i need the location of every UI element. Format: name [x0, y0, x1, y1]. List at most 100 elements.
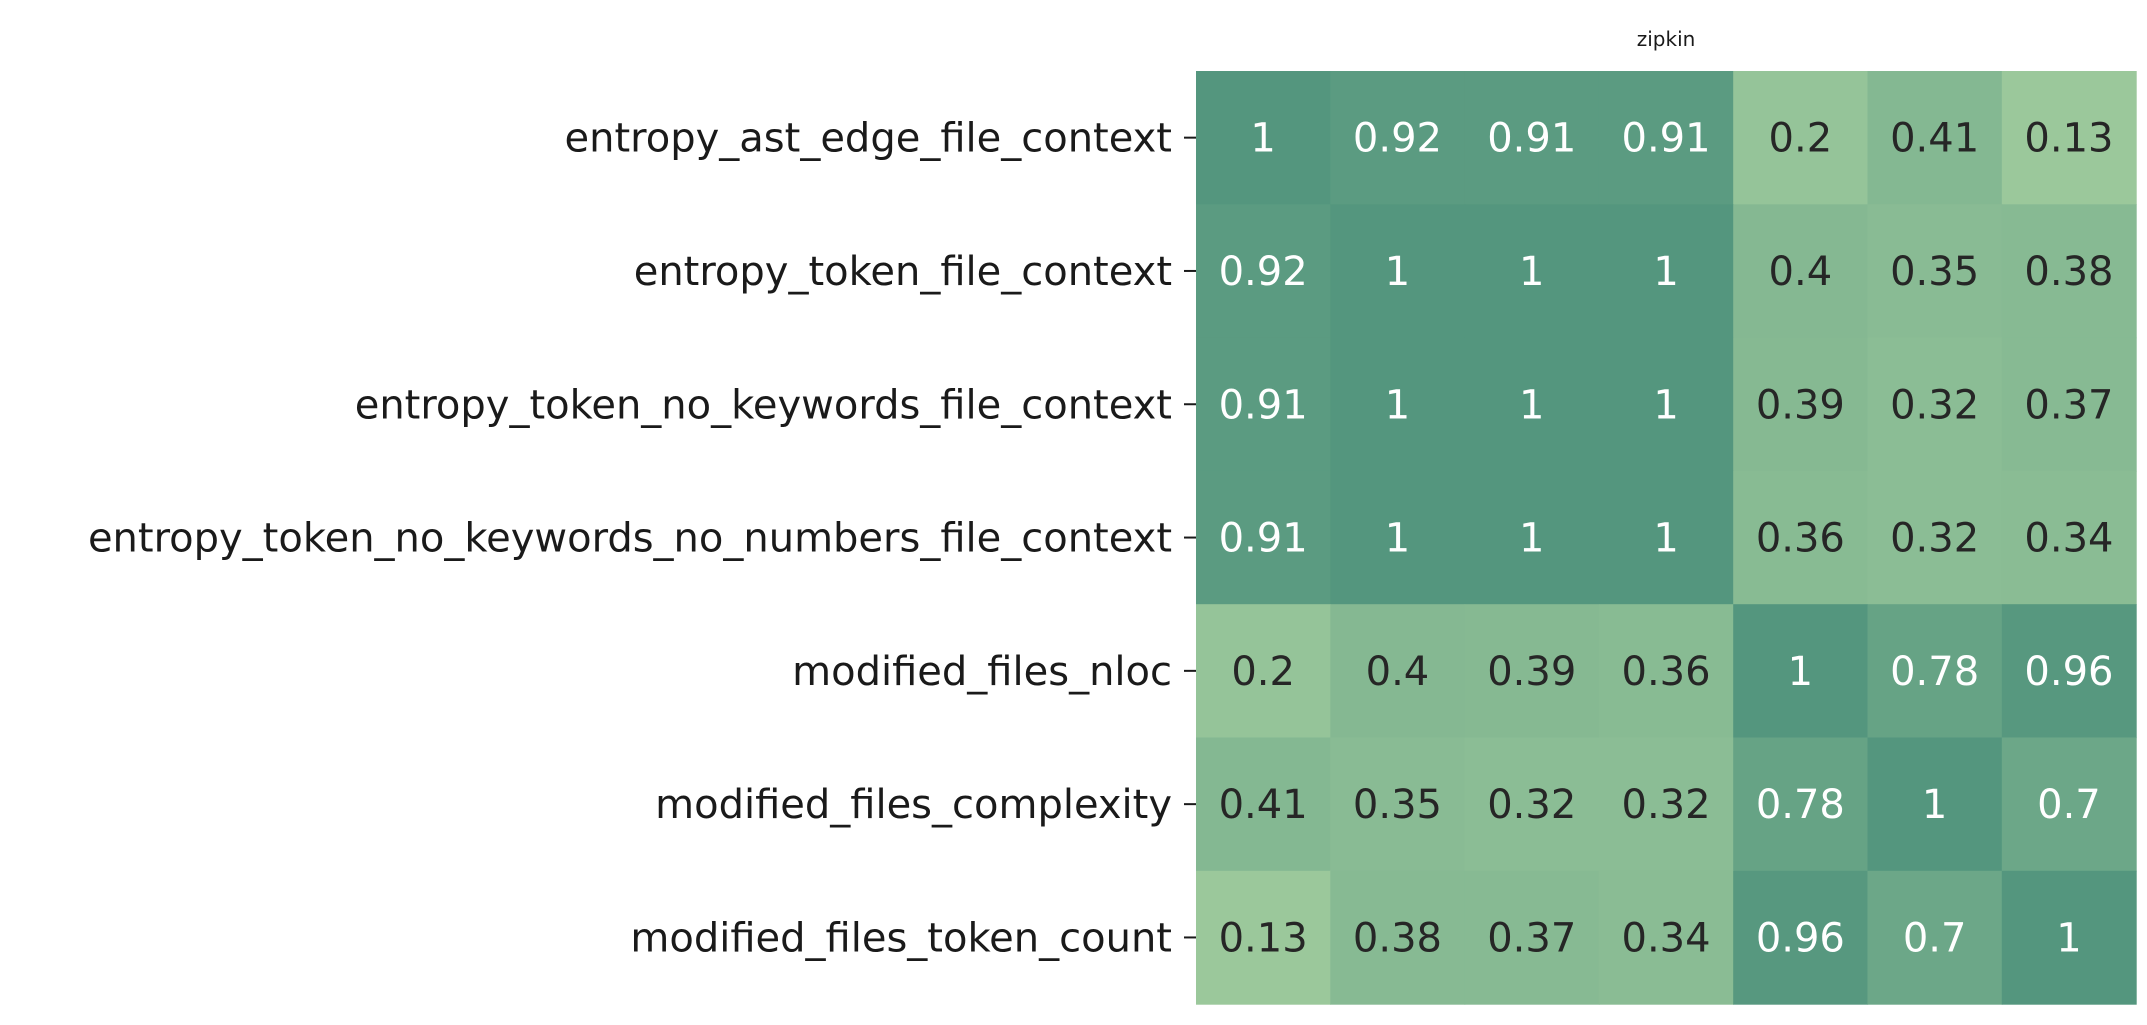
heatmap-cell-r4-c5	[1867, 604, 2003, 739]
heatmap-cell-label-r5-c2: 0.32	[1487, 782, 1576, 828]
heatmap-cell-r2-c2	[1464, 337, 1600, 472]
heatmap-cell-label-r4-c2: 0.39	[1487, 649, 1576, 695]
heatmap-cell-r5-c1	[1330, 737, 1466, 872]
heatmap-cell-r3-c3	[1598, 470, 1734, 605]
heatmap-cell-label-r4-c1: 0.4	[1366, 649, 1430, 695]
heatmap-cell-label-r4-c5: 0.78	[1890, 649, 1979, 695]
heatmap-cell-label-r1-c4: 0.4	[1769, 249, 1833, 295]
heatmap-cell-r3-c5	[1867, 470, 2003, 605]
y-tick-label-5: modified_files_complexity	[655, 782, 1172, 828]
heatmap-cell-label-r0-c4: 0.2	[1769, 116, 1833, 162]
chart-title: zipkin	[1637, 27, 1696, 51]
heatmap-cell-r2-c0	[1196, 337, 1331, 472]
heatmap-cell-label-r3-c2: 1	[1519, 516, 1544, 562]
heatmap-cell-r5-c4	[1733, 737, 1869, 872]
heatmap-cell-r4-c0	[1196, 604, 1331, 739]
heatmap-cell-labels: 1 0.92 0.91 0.91 0.2 0.41 0.130.92 1 1 1 0.4 0.35 0.…	[1219, 116, 2114, 962]
heatmap-cell-label-r5-c1: 0.35	[1353, 782, 1442, 828]
heatmap-cell-r6-c2	[1464, 870, 1600, 1005]
heatmap-cell-label-r6-c0: 0.13	[1219, 915, 1308, 961]
heatmap-cell-label-r6-c2: 0.37	[1487, 915, 1576, 961]
y-tick-label-1: entropy_token_file_context	[634, 249, 1172, 295]
heatmap-cell-label-r0-c2: 0.91	[1487, 116, 1576, 162]
heatmap-cell-label-r4-c4: 1	[1788, 649, 1813, 695]
heatmap-cell-r0-c5	[1867, 71, 2003, 205]
heatmap-cell-label-r4-c0: 0.2	[1231, 649, 1295, 695]
heatmap-cell-r6-c6	[2001, 870, 2137, 1005]
heatmap-cell-r4-c4	[1733, 604, 1869, 739]
heatmap-cell-label-r0-c5: 0.41	[1890, 116, 1979, 162]
heatmap-cell-r6-c4	[1733, 870, 1869, 1005]
heatmap-cell-r1-c5	[1867, 204, 2003, 339]
heatmap-cell-r2-c6	[2001, 337, 2137, 472]
heatmap-cell-r6-c1	[1330, 870, 1466, 1005]
heatmap-cell-r6-c5	[1867, 870, 2003, 1005]
heatmap-cell-label-r5-c6: 0.7	[2037, 782, 2101, 828]
heatmap-cell-r3-c6	[2001, 470, 2137, 605]
heatmap-cell-r5-c0	[1196, 737, 1331, 872]
heatmap-cell-r4-c6	[2001, 604, 2137, 739]
heatmap-cells	[1196, 71, 2137, 1005]
y-tick-label-3: entropy_token_no_keywords_no_numbers_fil…	[88, 516, 1172, 562]
heatmap-cell-label-r3-c6: 0.34	[2024, 516, 2113, 562]
heatmap-cell-r1-c2	[1464, 204, 1600, 339]
heatmap-cell-label-r2-c2: 1	[1519, 382, 1544, 428]
y-axis-ticks	[1184, 136, 1196, 939]
heatmap-cell-r3-c4	[1733, 470, 1869, 605]
heatmap-cell-r6-c0	[1196, 870, 1331, 1005]
heatmap-cell-label-r1-c5: 0.35	[1890, 249, 1979, 295]
heatmap-cell-label-r2-c5: 0.32	[1890, 382, 1979, 428]
heatmap-cell-r5-c3	[1598, 737, 1734, 872]
heatmap-cell-r5-c6	[2001, 737, 2137, 872]
heatmap-cell-label-r6-c4: 0.96	[1756, 915, 1845, 961]
heatmap-cell-label-r5-c0: 0.41	[1219, 782, 1308, 828]
heatmap-cell-label-r2-c0: 0.91	[1219, 382, 1308, 428]
y-axis-tick-labels: entropy_ast_edge_file_context entropy_tok…	[88, 116, 1172, 962]
heatmap-cell-label-r1-c3: 1	[1653, 249, 1678, 295]
heatmap-cell-r4-c2	[1464, 604, 1600, 739]
heatmap-cell-r2-c5	[1867, 337, 2003, 472]
heatmap-cell-r0-c0	[1196, 71, 1331, 205]
heatmap-cell-r1-c1	[1330, 204, 1466, 339]
heatmap-cell-label-r2-c6: 0.37	[2024, 382, 2113, 428]
heatmap-cell-label-r6-c3: 0.34	[1622, 915, 1711, 961]
heatmap-cell-label-r0-c0: 1	[1250, 116, 1275, 162]
heatmap-cell-r3-c2	[1464, 470, 1600, 605]
heatmap-cell-r0-c4	[1733, 71, 1869, 205]
y-tick-label-6: modified_files_token_count	[630, 915, 1172, 961]
heatmap-cell-label-r1-c1: 1	[1385, 249, 1410, 295]
heatmap-cell-label-r1-c6: 0.38	[2024, 249, 2113, 295]
heatmap-cell-label-r5-c3: 0.32	[1622, 782, 1711, 828]
heatmap-cell-label-r0-c1: 0.92	[1353, 116, 1442, 162]
heatmap-cell-label-r3-c4: 0.36	[1756, 516, 1845, 562]
heatmap-cell-r0-c6	[2001, 71, 2137, 205]
heatmap-cell-r4-c1	[1330, 604, 1466, 739]
heatmap-cell-label-r6-c5: 0.7	[1903, 915, 1967, 961]
y-tick-label-4: modified_files_nloc	[792, 649, 1172, 695]
heatmap-cell-r2-c3	[1598, 337, 1734, 472]
heatmap-cell-label-r3-c1: 1	[1385, 516, 1410, 562]
y-tick-label-0: entropy_ast_edge_file_context	[565, 116, 1172, 162]
heatmap-cell-r4-c3	[1598, 604, 1734, 739]
heatmap-cell-r0-c1	[1330, 71, 1466, 205]
heatmap-cell-r1-c6	[2001, 204, 2137, 339]
heatmap-cell-label-r3-c5: 0.32	[1890, 516, 1979, 562]
heatmap-cell-label-r2-c3: 1	[1653, 382, 1678, 428]
heatmap-cell-r5-c2	[1464, 737, 1600, 872]
heatmap-cell-r2-c1	[1330, 337, 1466, 472]
heatmap-cell-r3-c0	[1196, 470, 1331, 605]
heatmap-cell-label-r6-c1: 0.38	[1353, 915, 1442, 961]
heatmap-cell-r1-c0	[1196, 204, 1331, 339]
heatmap-cell-r1-c3	[1598, 204, 1734, 339]
heatmap-cell-label-r3-c3: 1	[1653, 516, 1678, 562]
heatmap-cell-r6-c3	[1598, 870, 1734, 1005]
heatmap-cell-label-r5-c5: 1	[1922, 782, 1947, 828]
heatmap-cell-label-r6-c6: 1	[2056, 915, 2081, 961]
y-tick-label-2: entropy_token_no_keywords_file_context	[355, 382, 1172, 428]
heatmap-cell-r3-c1	[1330, 470, 1466, 605]
heatmap-cell-label-r1-c0: 0.92	[1219, 249, 1308, 295]
heatmap-cell-r1-c4	[1733, 204, 1869, 339]
heatmap-cell-label-r5-c4: 0.78	[1756, 782, 1845, 828]
heatmap-cell-r0-c2	[1464, 71, 1600, 205]
